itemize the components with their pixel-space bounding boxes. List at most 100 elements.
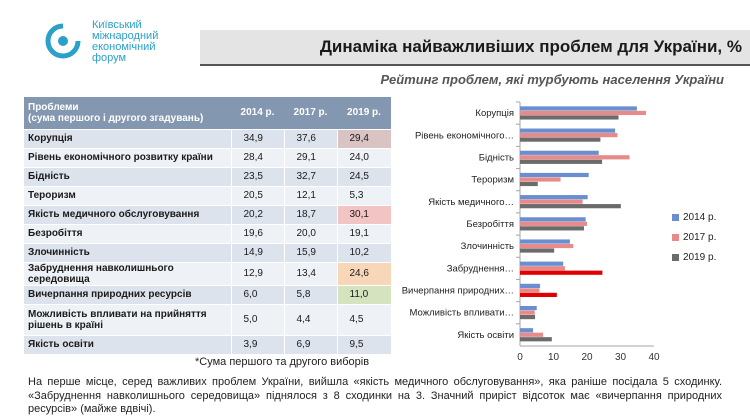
table-cell-value: 28,4 (230, 148, 284, 168)
bar-2014р (520, 239, 570, 244)
table-cell-value: 6,0 (230, 285, 284, 305)
table-row: Якість освіти 3,9 6,9 9,5 (24, 335, 391, 355)
table-cell-value: 13,4 (283, 262, 337, 286)
logo-text-line4: форум (92, 52, 127, 64)
table-cell-value: 29,1 (283, 148, 337, 168)
table-cell-value: 23,5 (230, 167, 284, 187)
problem-name: Корупція (24, 129, 231, 149)
legend-item-2017: 2017 р. (672, 232, 716, 243)
title-bar (200, 30, 750, 64)
table-cell-value: 10,2 (336, 243, 391, 263)
table-row: Безробіття 19,6 20,0 19,1 (24, 224, 391, 244)
table-cell-value: 14,9 (230, 243, 284, 263)
table-cell-value: 20,2 (230, 205, 284, 225)
problem-name: Безробіття (24, 224, 231, 244)
bar-2019р (520, 292, 557, 297)
bar-2014р (520, 261, 564, 266)
legend-label: 2017 р. (683, 232, 717, 243)
table-cell-value: 30,1 (336, 205, 391, 225)
y-category-label: Бідність (479, 152, 514, 163)
y-category-label: Забруднення… (447, 263, 514, 274)
table-cell-value: 24,5 (336, 167, 391, 187)
bar-2019р (520, 137, 601, 142)
bar-2017р (520, 177, 561, 182)
y-category-label: Вичерпання природних… (402, 286, 514, 297)
bar-2017р (520, 199, 583, 204)
bar-2014р (520, 195, 588, 200)
table-cell-value: 3,9 (230, 335, 284, 355)
logo-text-line1: Київський (92, 19, 142, 31)
table-cell-value: 29,4 (336, 129, 391, 149)
table-row: Можливість впливати на прийняття рішень … (24, 304, 391, 336)
problem-name: Можливість впливати на прийняття рішень … (24, 304, 231, 336)
bar-2019р (520, 159, 603, 164)
table-cell-value: 12,9 (230, 262, 284, 286)
logo-text-line2: міжнародний (92, 30, 159, 42)
bar-2014р (520, 305, 537, 311)
table-cell-value: 18,7 (283, 205, 337, 225)
problem-name: Тероризм (24, 186, 231, 206)
bar-2014р (520, 328, 534, 333)
bar-2017р (520, 310, 535, 315)
page-subtitle: Рейтинг проблем, які турбують населення … (380, 72, 724, 87)
x-tick-label: 20 (581, 352, 593, 363)
y-category-label: Можливість впливати… (410, 308, 514, 319)
bar-2019р (520, 337, 552, 342)
problem-name: Вичерпання природних ресурсів (24, 285, 231, 305)
bar-2017р (520, 221, 587, 226)
table-cell-value: 5,8 (283, 285, 337, 305)
bar-2019р (520, 204, 621, 209)
table-header-line2: (сума першого і другого згадувань) (28, 112, 204, 124)
y-category-label: Безробіття (466, 219, 514, 230)
y-category-label: Злочинність (461, 241, 514, 252)
table-cell-value: 34,9 (230, 129, 284, 149)
bar-2019р (520, 181, 538, 187)
table-cell-value: 20,0 (283, 224, 337, 244)
problem-name: Якість освіти (24, 335, 231, 355)
title-underline (200, 64, 750, 66)
y-category-label: Якість медичного… (428, 197, 514, 208)
table-row: Якість медичного обслуговування 20,2 18,7 3… (24, 205, 391, 225)
bar-2017р (520, 110, 646, 116)
bar-2017р (520, 332, 544, 337)
problem-name: Забруднення навколишнього середовища (24, 262, 231, 286)
table-header-year: 2017 р. (284, 97, 337, 130)
bar-2019р (520, 115, 619, 120)
table-cell-value: 5,3 (336, 186, 391, 206)
legend-swatch (672, 253, 679, 261)
x-tick-label: 30 (615, 352, 627, 363)
table-row: Злочинність 14,9 15,9 10,2 (24, 243, 391, 263)
table-cell-value: 6,9 (283, 335, 337, 355)
bar-2014р (520, 283, 541, 288)
y-category-label: Якість освіти (457, 330, 514, 341)
bar-2019р (520, 314, 536, 320)
bar-2014р (520, 150, 599, 155)
problem-name: Бідність (24, 167, 231, 187)
table-header-row: Проблеми (сума першого і другого згадува… (24, 97, 391, 130)
y-category-label: Тероризм (471, 175, 514, 186)
table-row: Корупція 34,9 37,6 29,4 (24, 129, 391, 149)
table-cell-value: 4,5 (336, 304, 391, 336)
page-title: Динаміка найважливіших проблем для Украї… (319, 37, 742, 56)
legend-label: 2014 р. (683, 212, 717, 223)
bar-2017р (520, 288, 540, 293)
legend-swatch (672, 233, 679, 241)
table-header-problems: Проблеми (сума першого і другого згадува… (24, 97, 231, 130)
table-cell-value: 4,4 (283, 304, 337, 336)
footnote: *Сума першого та другого виборів (195, 356, 370, 368)
x-tick-label: 40 (648, 352, 660, 363)
table-header-year: 2014 р. (231, 97, 284, 130)
table-cell-value: 9,5 (336, 335, 391, 355)
problem-name: Рівень економічного розвитку країни (24, 148, 231, 168)
table-cell-value: 11,0 (336, 285, 391, 305)
problem-name: Якість медичного обслуговування (24, 205, 231, 225)
x-tick-label: 10 (548, 352, 560, 363)
table-header-line1: Проблеми (28, 101, 79, 113)
table-cell-value: 24,0 (336, 148, 391, 168)
bar-2019р (520, 270, 603, 275)
legend-item-2019: 2019 р. (672, 252, 716, 263)
table-cell-value: 20,5 (230, 186, 284, 206)
table-row: Забруднення навколишнього середовища 12,9… (24, 262, 391, 286)
table-cell-value: 5,0 (230, 304, 284, 336)
